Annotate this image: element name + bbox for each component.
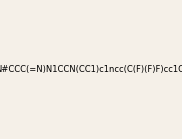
Text: N#CCC(=N)N1CCN(CC1)c1ncc(C(F)(F)F)cc1Cl: N#CCC(=N)N1CCN(CC1)c1ncc(C(F)(F)F)cc1Cl — [0, 65, 182, 74]
